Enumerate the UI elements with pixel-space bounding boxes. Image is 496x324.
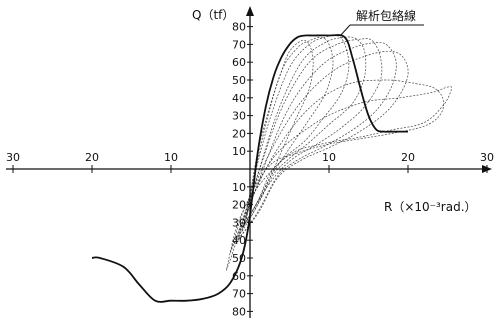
y-axis-title: Q（tf） <box>192 8 234 22</box>
hysteresis-loop-9 <box>225 86 452 271</box>
y-tick-label: 10 <box>232 145 246 158</box>
hysteresis-loop-2 <box>245 36 334 223</box>
y-tick-label: 70 <box>232 288 246 301</box>
y-tick-label: 50 <box>232 252 246 265</box>
y-tick-label: 80 <box>232 21 246 34</box>
hysteresis-loop-8 <box>229 79 445 253</box>
y-tick-label: 60 <box>232 56 246 69</box>
y-tick-label: 40 <box>232 92 246 105</box>
y-tick-label: 60 <box>232 270 246 283</box>
hysteresis-loop-3 <box>241 34 350 228</box>
envelope-curve <box>91 34 408 303</box>
x-tick-label: 20 <box>401 151 415 164</box>
y-tick-label: 20 <box>232 127 246 140</box>
x-tick-label: 10 <box>322 151 336 164</box>
hysteresis-loops <box>225 34 452 271</box>
y-tick-label: 70 <box>232 38 246 51</box>
analysis-envelope <box>91 34 408 303</box>
annotation-leader-line <box>339 24 424 37</box>
y-tick-label: 10 <box>232 181 246 194</box>
y-tick-label: 40 <box>232 234 246 247</box>
y-tick-label: 80 <box>232 305 246 318</box>
hysteresis-loop-6 <box>237 42 397 241</box>
hysteresis-loop-7 <box>233 50 409 245</box>
x-tick-label: 10 <box>164 151 178 164</box>
tick-marks: 30 20 10 10 20 30 80 70 60 50 40 30 20 10 10 20 30 40 50 60… <box>6 21 494 319</box>
x-tick-label: 30 <box>480 151 494 164</box>
x-axis-title: R（×10⁻³rad.） <box>384 200 477 214</box>
hysteresis-loop-4 <box>241 36 367 232</box>
hysteresis-loop-1 <box>245 40 314 219</box>
axes <box>6 6 492 318</box>
y-tick-label: 50 <box>232 74 246 87</box>
y-axis-arrowhead <box>246 6 254 16</box>
envelope-annotation-label: 解析包絡線 <box>356 8 416 23</box>
y-tick-label: 30 <box>232 216 246 229</box>
y-tick-label: 30 <box>232 110 246 123</box>
x-tick-label: 30 <box>6 151 20 164</box>
y-tick-label: 20 <box>232 199 246 212</box>
x-tick-label: 20 <box>85 151 99 164</box>
